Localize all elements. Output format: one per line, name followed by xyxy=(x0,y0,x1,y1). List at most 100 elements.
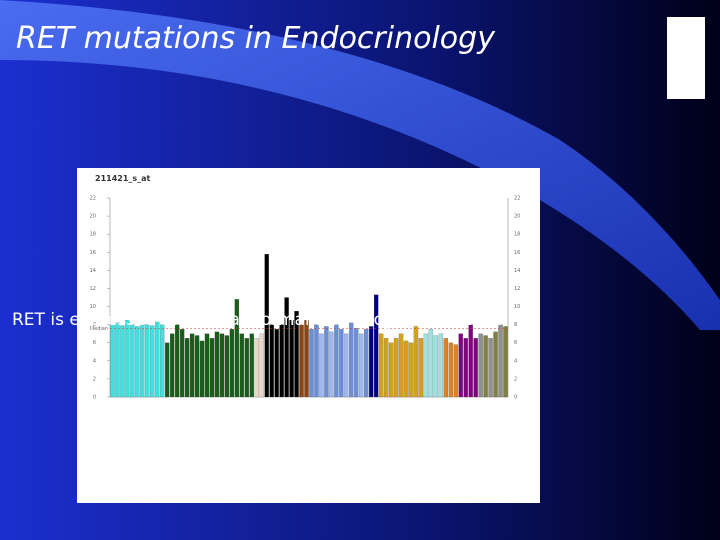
slide-title: RET mutations in Endocrinology xyxy=(16,21,496,56)
y2-tick-label: 0 xyxy=(514,395,517,401)
bar xyxy=(209,338,215,398)
y-tick-label: 18 xyxy=(90,232,96,238)
bar xyxy=(493,331,498,398)
bar xyxy=(488,338,493,398)
y2-tick-label: 12 xyxy=(514,286,520,292)
bar xyxy=(224,335,230,398)
bar xyxy=(478,333,483,398)
logo xyxy=(667,17,705,99)
bar xyxy=(324,326,329,398)
chart-title: 211421_s_at xyxy=(95,174,151,183)
y-tick-label: 6 xyxy=(93,340,96,346)
bar xyxy=(169,333,175,398)
y2-tick-label: 8 xyxy=(514,322,517,328)
bar xyxy=(165,342,170,398)
y2-tick-label: 4 xyxy=(514,358,517,364)
bar xyxy=(423,333,429,398)
bar xyxy=(349,322,354,398)
bar xyxy=(289,320,294,398)
bar xyxy=(229,329,235,398)
bar xyxy=(359,333,364,398)
bar xyxy=(468,324,473,398)
bar xyxy=(160,324,165,398)
bar xyxy=(244,338,250,398)
y2-tick-label: 18 xyxy=(514,232,520,238)
bar xyxy=(184,338,190,398)
y2-tick-label: 16 xyxy=(514,250,520,256)
bar xyxy=(299,324,304,398)
bar xyxy=(174,324,180,398)
y2-tick-label: 14 xyxy=(514,268,520,274)
bar xyxy=(214,331,220,398)
bar xyxy=(443,338,449,398)
median-label: Median xyxy=(90,326,108,332)
bar xyxy=(264,253,269,398)
y-tick-label: 22 xyxy=(90,196,96,202)
bar xyxy=(453,344,458,398)
bar xyxy=(498,324,503,398)
bar xyxy=(388,342,394,398)
bar xyxy=(473,338,478,398)
bar xyxy=(189,333,195,398)
bar xyxy=(408,342,414,398)
y2-tick-label: 20 xyxy=(514,214,520,220)
bar xyxy=(339,329,344,398)
bar xyxy=(483,335,488,398)
bar xyxy=(378,333,384,398)
bar xyxy=(373,294,379,398)
bar xyxy=(269,324,274,398)
bar xyxy=(463,338,468,398)
y2-tick-label: 2 xyxy=(514,376,517,382)
bar xyxy=(135,326,140,398)
bar xyxy=(354,328,359,398)
caption: RET is expressed in several normal and n… xyxy=(12,310,504,330)
bar xyxy=(448,342,453,398)
bar xyxy=(428,329,434,398)
bar xyxy=(309,329,314,398)
bar xyxy=(279,324,284,398)
bar xyxy=(194,335,200,398)
bar xyxy=(438,333,444,398)
bar xyxy=(344,333,349,398)
bar xyxy=(364,329,369,398)
y-tick-label: 16 xyxy=(90,250,96,256)
y2-tick-label: 6 xyxy=(514,340,517,346)
bar xyxy=(145,324,150,398)
bar xyxy=(284,297,289,398)
bar xyxy=(433,335,439,398)
bar xyxy=(140,323,145,398)
bar xyxy=(403,340,409,398)
y-tick-label: 14 xyxy=(90,268,96,274)
bar xyxy=(155,321,160,398)
y-tick-label: 4 xyxy=(93,358,96,364)
bar xyxy=(319,333,324,398)
y-tick-label: 12 xyxy=(90,286,96,292)
bar xyxy=(294,310,299,398)
bar xyxy=(219,333,225,398)
bar xyxy=(254,338,259,398)
bar xyxy=(368,326,374,398)
bar xyxy=(314,324,319,398)
bar xyxy=(204,333,210,398)
bar xyxy=(418,338,424,398)
y-tick-label: 8 xyxy=(93,322,96,328)
bar xyxy=(304,320,309,398)
y-tick-label: 0 xyxy=(93,395,96,401)
bar xyxy=(393,338,399,398)
y-tick-label: 20 xyxy=(90,214,96,220)
bar xyxy=(239,333,245,398)
bar xyxy=(179,329,185,398)
bar xyxy=(120,325,125,398)
bar xyxy=(125,320,130,398)
bar xyxy=(199,340,205,398)
y-tick-label: 2 xyxy=(93,376,96,382)
bar xyxy=(274,329,279,398)
bar xyxy=(234,299,240,398)
y-tick-label: 10 xyxy=(90,304,96,310)
bar xyxy=(503,326,508,398)
y2-tick-label: 22 xyxy=(514,196,520,202)
bar xyxy=(398,333,404,398)
bar xyxy=(458,333,463,398)
bar xyxy=(413,326,419,398)
